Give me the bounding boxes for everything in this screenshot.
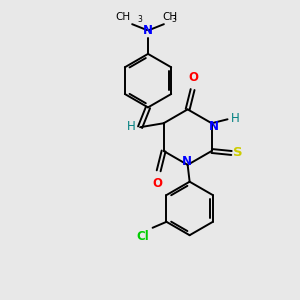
Text: O: O: [189, 70, 199, 84]
Text: CH: CH: [162, 12, 177, 22]
Text: S: S: [232, 146, 242, 160]
Text: N: N: [182, 155, 192, 168]
Text: 3: 3: [137, 15, 142, 24]
Text: N: N: [143, 24, 153, 37]
Text: Cl: Cl: [137, 230, 150, 243]
Text: H: H: [127, 120, 136, 133]
Text: O: O: [153, 177, 163, 190]
Text: CH: CH: [115, 12, 130, 22]
Text: H: H: [230, 112, 239, 125]
Text: N: N: [209, 120, 219, 133]
Text: 3: 3: [172, 15, 177, 24]
